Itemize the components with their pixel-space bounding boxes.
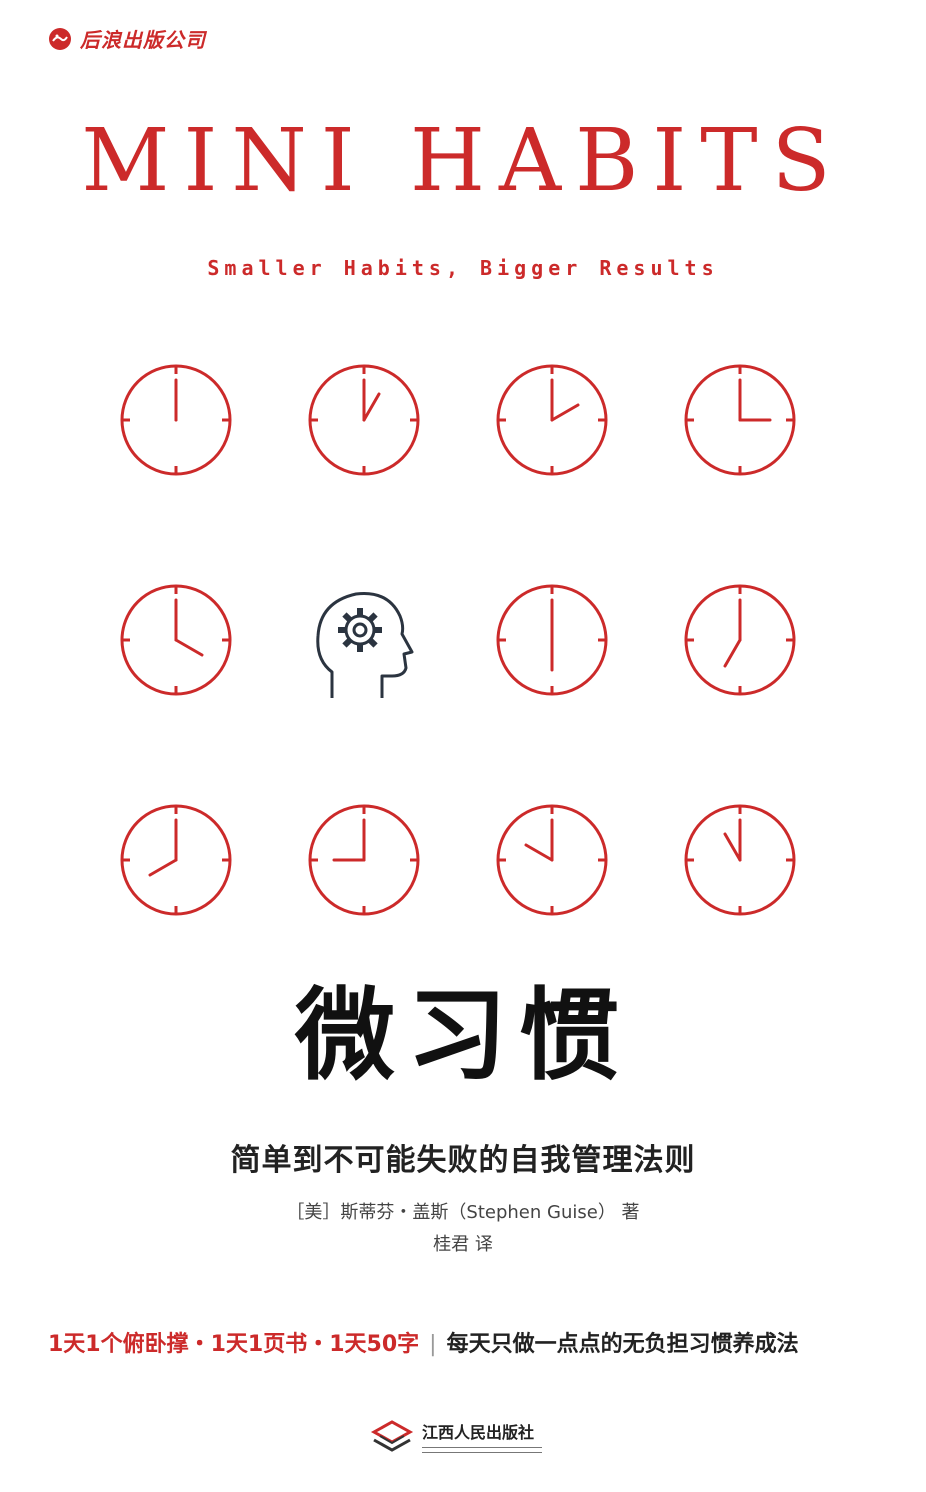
wave-face-logo-icon: [49, 27, 71, 50]
tagline-separator: |: [429, 1332, 437, 1357]
clock-icon: [492, 360, 612, 480]
chinese-subtitle: 简单到不可能失败的自我管理法则: [230, 1143, 696, 1178]
publisher-logo: 后浪出版公司: [48, 24, 206, 53]
clock-icon: [680, 360, 800, 480]
clock-icon: [116, 580, 236, 700]
clock-icon: [116, 800, 236, 920]
clock-icon: [304, 800, 424, 920]
english-subtitle: Smaller Habits, Bigger Results: [207, 256, 719, 280]
layered-chevron-logo-icon: [370, 1420, 414, 1452]
clock-icon: [492, 580, 612, 700]
bottom-publisher-rule: [422, 1447, 542, 1453]
clock-icon: [116, 360, 236, 480]
tagline-red: 1天1个俯卧撑・1天1页书・1天50字: [48, 1332, 420, 1357]
chinese-title: 微习惯: [295, 976, 631, 1094]
head-gear-icon: [304, 580, 424, 700]
english-title: MINI HABITS: [81, 111, 845, 211]
clock-icon: [304, 360, 424, 480]
translator-line: 桂君 译: [433, 1234, 493, 1255]
publisher-name: 后浪出版公司: [80, 28, 206, 52]
clock-icon: [680, 580, 800, 700]
bottom-publisher-logo: 江西人民出版社: [370, 1414, 542, 1458]
tagline: 1天1个俯卧撑・1天1页书・1天50字 | 每天只做一点点的无负担习惯养成法: [48, 1326, 888, 1358]
author-line: ［美］斯蒂芬・盖斯（Stephen Guise） 著: [286, 1202, 640, 1223]
bottom-publisher-name: 江西人民出版社: [422, 1423, 535, 1442]
clock-icon: [492, 800, 612, 920]
clock-icon: [680, 800, 800, 920]
tagline-dark: 每天只做一点点的无负担习惯养成法: [446, 1332, 799, 1357]
